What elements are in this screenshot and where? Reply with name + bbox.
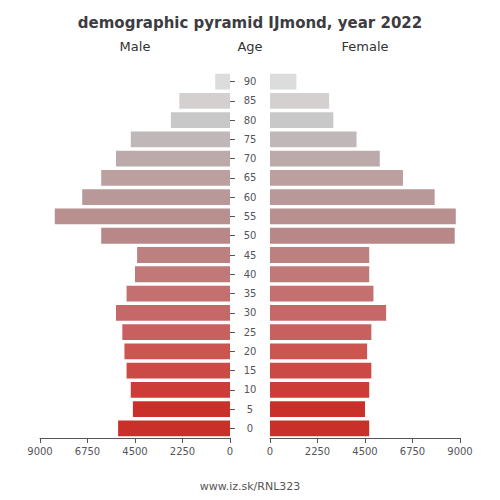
svg-text:Age: Age — [237, 39, 262, 54]
svg-text:0: 0 — [227, 446, 233, 457]
svg-text:15: 15 — [244, 365, 257, 376]
svg-text:25: 25 — [244, 327, 257, 338]
svg-text:Female: Female — [341, 39, 388, 54]
svg-text:www.iz.sk/RNL323: www.iz.sk/RNL323 — [200, 480, 301, 493]
svg-text:demographic pyramid IJmond, ye: demographic pyramid IJmond, year 2022 — [78, 14, 422, 32]
svg-text:0: 0 — [267, 446, 273, 457]
svg-text:9000: 9000 — [27, 446, 52, 457]
svg-text:Male: Male — [120, 39, 151, 54]
svg-text:9000: 9000 — [447, 446, 472, 457]
svg-text:6750: 6750 — [400, 446, 425, 457]
svg-text:5: 5 — [247, 404, 253, 415]
svg-text:45: 45 — [244, 250, 257, 261]
svg-text:10: 10 — [244, 384, 257, 395]
svg-text:55: 55 — [244, 211, 257, 222]
svg-text:85: 85 — [244, 95, 257, 106]
svg-text:50: 50 — [244, 230, 257, 241]
svg-text:40: 40 — [244, 269, 257, 280]
svg-text:4500: 4500 — [122, 446, 147, 457]
svg-text:80: 80 — [244, 115, 257, 126]
svg-text:90: 90 — [244, 76, 257, 87]
svg-text:6750: 6750 — [75, 446, 100, 457]
svg-text:30: 30 — [244, 307, 257, 318]
svg-text:20: 20 — [244, 346, 257, 357]
svg-text:65: 65 — [244, 172, 257, 183]
svg-text:2250: 2250 — [305, 446, 330, 457]
svg-text:70: 70 — [244, 153, 257, 164]
svg-text:35: 35 — [244, 288, 257, 299]
svg-text:0: 0 — [247, 423, 253, 434]
svg-text:75: 75 — [244, 134, 257, 145]
svg-text:60: 60 — [244, 192, 257, 203]
svg-text:4500: 4500 — [352, 446, 377, 457]
svg-text:2250: 2250 — [170, 446, 195, 457]
